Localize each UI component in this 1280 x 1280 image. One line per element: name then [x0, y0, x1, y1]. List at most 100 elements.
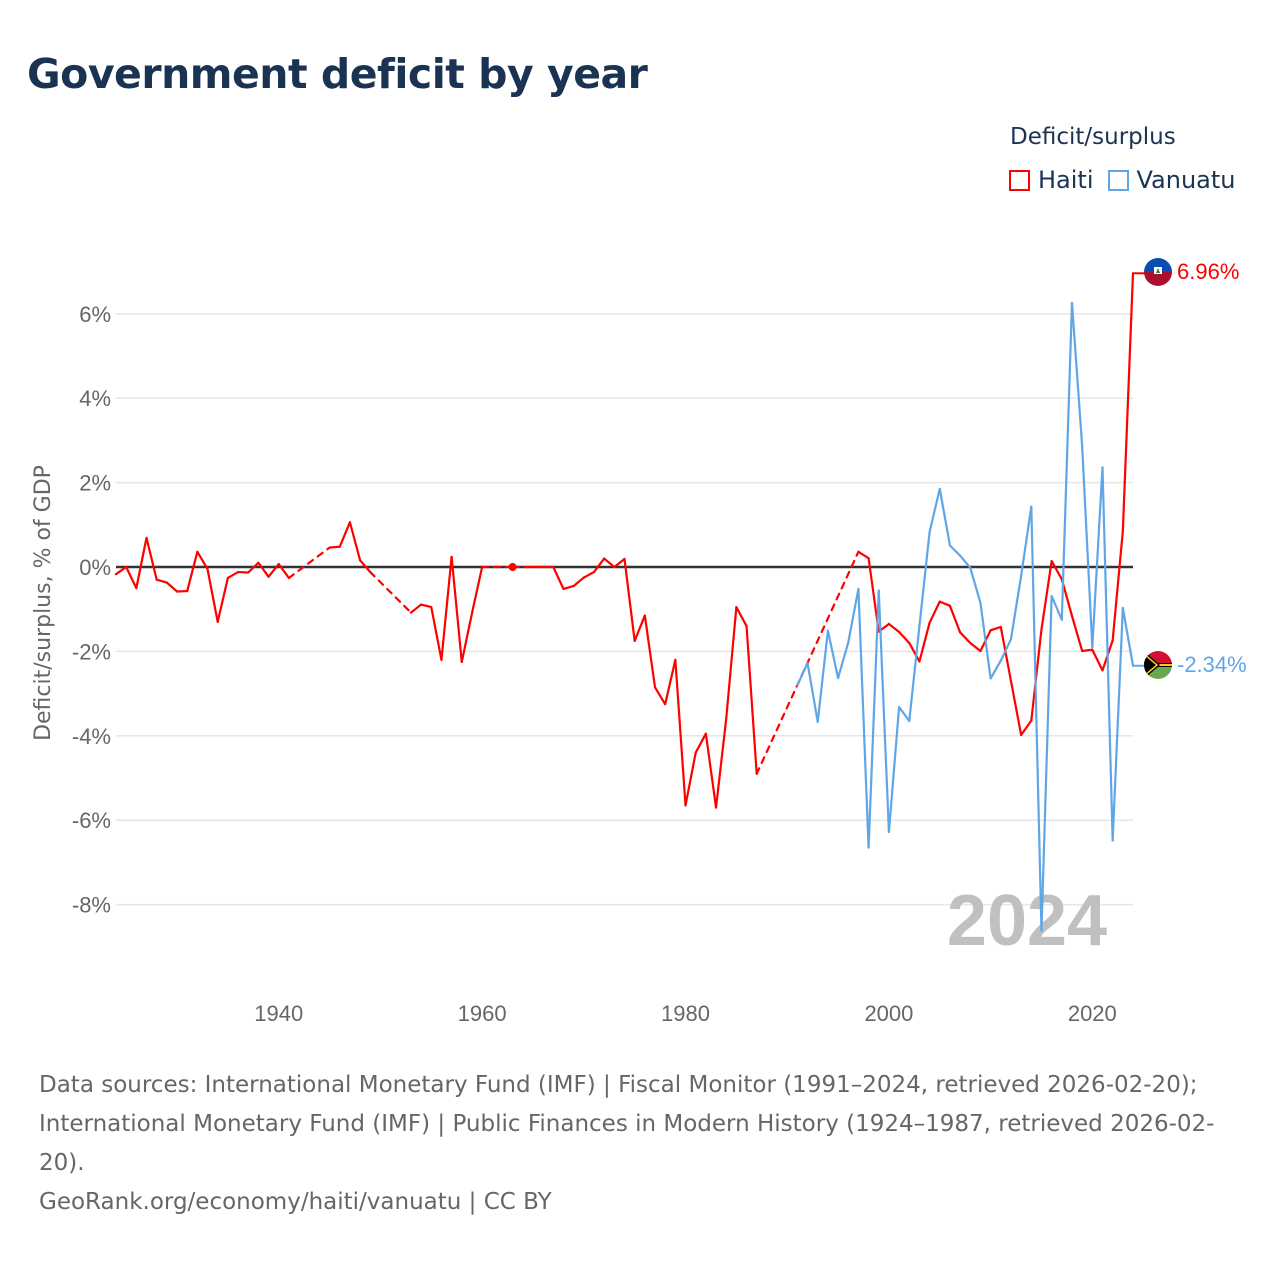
line-segment-haiti	[257, 561, 270, 578]
line-segment-haiti	[114, 565, 128, 576]
legend-item-haiti[interactable]: Haiti	[1009, 166, 1094, 194]
series-vanuatu	[796, 301, 1145, 932]
line-segment-haiti	[1020, 719, 1033, 737]
line-segment-vanuatu	[1060, 301, 1074, 621]
line-segment-vanuatu	[836, 641, 850, 680]
line-segment-haiti	[196, 550, 209, 571]
line-segment-gap-haiti	[287, 546, 331, 580]
line-segment-haiti	[684, 751, 697, 807]
line-segment-haiti	[582, 570, 596, 579]
line-segment-vanuatu	[826, 629, 840, 680]
credit-link[interactable]: GeoRank.org/economy/haiti/vanuatu | CC B…	[39, 1189, 552, 1215]
line-segment-haiti	[460, 612, 474, 664]
line-segment-haiti	[470, 565, 484, 615]
line-segment-vanuatu	[969, 566, 982, 604]
line-segment-haiti	[603, 557, 616, 569]
line-segment-haiti	[165, 581, 179, 593]
line-segment-haiti	[440, 555, 453, 661]
x-tick-label: 2000	[864, 1001, 913, 1026]
gridlines	[116, 313, 1133, 906]
series-haiti	[114, 272, 1145, 809]
line-segment-haiti	[613, 557, 626, 569]
line-segment-haiti	[358, 559, 372, 574]
line-segment-haiti	[572, 576, 585, 588]
line-segment-vanuatu	[1020, 505, 1033, 577]
x-axis-ticks: 1940 1960 1980 2000 2020	[254, 1001, 1117, 1026]
line-segment-haiti	[1111, 530, 1124, 642]
x-tick-label: 2020	[1068, 1001, 1117, 1026]
line-segment-haiti	[348, 521, 362, 562]
line-segment-haiti	[643, 614, 657, 689]
x-tick-label: 1940	[254, 1001, 303, 1026]
line-segment-haiti	[857, 550, 870, 560]
line-segment-haiti	[155, 578, 168, 584]
line-segment-haiti	[928, 600, 941, 624]
line-segment-vanuatu	[989, 659, 1002, 680]
line-segment-haiti	[948, 604, 962, 634]
line-segment-vanuatu	[1030, 505, 1043, 932]
line-segment-haiti	[226, 570, 240, 580]
line-segment-vanuatu	[908, 624, 921, 723]
line-segment-haiti	[562, 584, 575, 591]
line-segment-vanuatu	[847, 587, 860, 644]
line-segment-haiti	[135, 536, 148, 590]
line-segment-haiti	[1081, 648, 1094, 653]
line-segment-vanuatu	[928, 487, 941, 534]
line-segment-vanuatu	[897, 706, 911, 723]
chart-title: Government deficit by year	[27, 50, 648, 98]
y-tick-label: 4%	[79, 386, 111, 411]
line-segment-haiti	[592, 557, 606, 574]
line-segment-vanuatu	[1091, 466, 1104, 649]
line-segment-vanuatu	[857, 587, 870, 849]
line-segment-vanuatu	[1111, 606, 1124, 842]
line-segment-vanuatu	[1040, 595, 1053, 932]
line-segment-haiti	[969, 641, 982, 653]
line-segment-haiti	[664, 658, 677, 706]
line-segment-haiti	[409, 603, 423, 614]
line-segment-haiti	[430, 605, 443, 661]
line-segment-vanuatu	[1081, 444, 1094, 649]
line-segment-haiti	[1009, 679, 1023, 737]
line-segment-haiti	[897, 630, 911, 645]
x-tick-label: 1980	[661, 1001, 710, 1026]
line-segment-haiti	[247, 561, 260, 574]
line-segment-haiti	[186, 550, 199, 593]
legend-label-vanuatu: Vanuatu	[1136, 166, 1236, 194]
line-segment-haiti	[420, 603, 433, 609]
line-segment-haiti	[908, 641, 921, 663]
line-segment-haiti	[552, 565, 565, 591]
legend-swatch-vanuatu	[1107, 169, 1129, 191]
line-segment-haiti	[714, 717, 728, 809]
line-segment-vanuatu	[1050, 595, 1063, 621]
line-segment-haiti	[1121, 272, 1135, 533]
line-segment-vanuatu	[806, 662, 819, 723]
line-segment-vanuatu	[887, 706, 901, 834]
line-segment-haiti	[1070, 614, 1084, 653]
line-segment-haiti	[938, 600, 952, 607]
line-segment-haiti	[653, 686, 667, 706]
series-lines	[114, 272, 1145, 932]
x-tick-label: 1960	[458, 1001, 507, 1026]
line-segment-vanuatu	[877, 589, 891, 834]
line-segment-vanuatu	[918, 530, 931, 628]
line-segment-vanuatu	[938, 487, 952, 547]
line-segment-haiti	[145, 536, 158, 581]
line-segment-haiti	[125, 565, 138, 590]
y-tick-label: 6%	[79, 302, 111, 327]
line-segment-vanuatu	[796, 662, 809, 687]
y-tick-label: -6%	[72, 808, 111, 833]
legend-item-vanuatu[interactable]: Vanuatu	[1107, 166, 1236, 194]
line-segment-vanuatu	[1070, 301, 1084, 447]
haiti-end-label: 6.96%	[1177, 259, 1239, 284]
line-segment-haiti	[267, 562, 280, 578]
data-point-haiti	[508, 563, 517, 571]
vanuatu-flag-icon	[1144, 651, 1172, 679]
line-segment-vanuatu	[979, 601, 992, 680]
footer: Data sources: International Monetary Fun…	[39, 1066, 1239, 1222]
line-segment-vanuatu	[816, 629, 830, 723]
line-segment-haiti	[725, 605, 738, 721]
line-segment-haiti	[633, 614, 646, 642]
line-segment-haiti	[338, 521, 352, 548]
line-segment-haiti	[918, 621, 931, 663]
